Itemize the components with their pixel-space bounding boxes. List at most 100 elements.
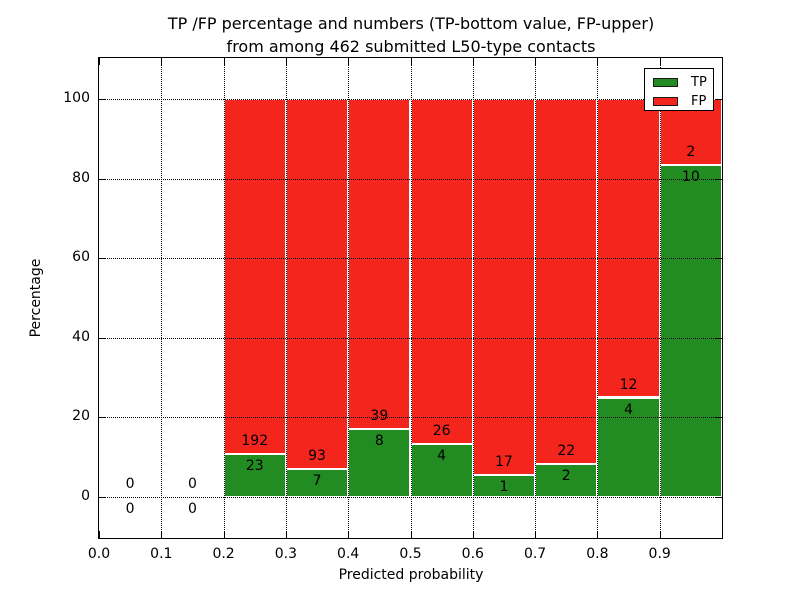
x-axis-tick bbox=[659, 531, 661, 538]
y-tick-label: 100 bbox=[63, 89, 90, 106]
x-tick-label: 0.5 bbox=[399, 546, 422, 562]
fp-count-label: 192 bbox=[241, 433, 269, 450]
x-axis-tick-top bbox=[99, 58, 100, 65]
x-gridline bbox=[285, 58, 287, 538]
bar-fp-segment bbox=[348, 98, 411, 430]
bar-tp-segment bbox=[410, 443, 473, 497]
fp-legend-swatch bbox=[653, 97, 678, 106]
plot-area: 0 0 0 0 192 23 93 7 39 8 26 4 17 1 22 2 12 4 2 10 bbox=[98, 57, 723, 539]
tp-count-label: 2 bbox=[561, 467, 571, 484]
x-axis-tick-top bbox=[223, 58, 225, 65]
tp-count-label: 4 bbox=[624, 401, 633, 418]
x-tick-label: 0.4 bbox=[337, 546, 360, 562]
y-axis-tick bbox=[99, 417, 106, 419]
y-axis-tick bbox=[99, 497, 106, 498]
y-axis-tick-right bbox=[715, 497, 722, 498]
x-axis-tick bbox=[161, 531, 163, 538]
x-axis-tick-top bbox=[348, 58, 350, 65]
x-axis-tick-top bbox=[597, 58, 599, 65]
bar-tp-segment bbox=[285, 469, 349, 497]
x-tick-label: 0.6 bbox=[461, 546, 484, 562]
x-gridline bbox=[410, 58, 412, 538]
y-axis-tick bbox=[99, 258, 106, 260]
tp-legend-label: TP bbox=[691, 75, 707, 90]
fp-count-label: 12 bbox=[619, 376, 638, 393]
x-axis-tick bbox=[348, 531, 350, 538]
y-axis-tick-right bbox=[715, 258, 722, 260]
fp-legend-label: FP bbox=[691, 94, 707, 109]
x-axis-tick-top bbox=[285, 58, 287, 65]
fp-count-label: 93 bbox=[308, 448, 326, 465]
x-axis-tick bbox=[99, 531, 100, 538]
tp-count-label: 1 bbox=[499, 478, 509, 495]
bar-fp-segment bbox=[535, 98, 598, 464]
fp-count-label: 22 bbox=[557, 442, 576, 459]
x-tick-label: 0.7 bbox=[523, 546, 547, 562]
x-tick-label: 0.1 bbox=[150, 546, 173, 562]
x-tick-label: 0.3 bbox=[274, 546, 298, 562]
fp-count-label: 2 bbox=[686, 144, 696, 161]
x-axis-tick-top bbox=[161, 58, 163, 65]
x-gridline bbox=[597, 58, 599, 538]
y-axis-tick bbox=[99, 337, 106, 339]
x-axis-tick bbox=[535, 531, 537, 538]
x-tick-label: 0.2 bbox=[212, 546, 235, 562]
x-axis-tick-top bbox=[535, 58, 537, 65]
y-axis-tick-right bbox=[715, 98, 722, 100]
x-axis-tick-top bbox=[410, 58, 412, 65]
bar-fp-segment bbox=[472, 98, 536, 475]
x-gridline bbox=[472, 58, 474, 538]
y-tick-label: 60 bbox=[72, 249, 90, 266]
bar-tp-segment bbox=[223, 454, 286, 497]
x-gridline bbox=[161, 58, 163, 538]
x-axis-tick bbox=[223, 531, 225, 538]
tp-count-label: 8 bbox=[374, 433, 384, 450]
legend-entry-fp: FP bbox=[653, 93, 713, 110]
fp-count-label: 0 bbox=[125, 476, 135, 492]
y-axis-tick-right bbox=[715, 178, 722, 180]
y-axis-tick bbox=[99, 178, 106, 180]
legend: TP FP bbox=[644, 68, 714, 111]
x-gridline bbox=[659, 58, 661, 538]
x-axis-tick bbox=[472, 531, 474, 538]
bar-fp-segment bbox=[223, 98, 286, 455]
fp-count-label: 0 bbox=[187, 476, 197, 492]
x-gridline bbox=[223, 58, 225, 538]
bar-tp-segment bbox=[659, 165, 722, 497]
x-axis-tick bbox=[597, 531, 599, 538]
bar-fp-segment bbox=[285, 98, 349, 470]
tp-count-label: 0 bbox=[125, 501, 135, 517]
fp-count-label: 39 bbox=[370, 408, 389, 425]
tp-count-label: 0 bbox=[187, 501, 197, 517]
x-axis-label: Predicted probability bbox=[338, 567, 484, 583]
tp-count-label: 10 bbox=[681, 169, 700, 186]
legend-entry-tp: TP bbox=[653, 74, 713, 91]
tp-count-label: 23 bbox=[245, 458, 264, 475]
tp-count-label: 7 bbox=[312, 473, 322, 490]
x-tick-label: 0.8 bbox=[586, 546, 609, 562]
bar-fp-segment bbox=[410, 98, 473, 444]
chart-title-line-1: TP /FP percentage and numbers (TP-bottom… bbox=[167, 14, 655, 33]
x-tick-label: 0.0 bbox=[87, 546, 111, 562]
tp-count-label: 4 bbox=[437, 447, 447, 464]
chart-title-line-2: from among 462 submitted L50-type contac… bbox=[226, 37, 596, 56]
y-axis-tick bbox=[99, 98, 106, 100]
fp-count-label: 17 bbox=[495, 453, 513, 470]
y-tick-label: 20 bbox=[72, 408, 90, 425]
fp-count-label: 26 bbox=[432, 422, 451, 439]
y-axis-tick-right bbox=[715, 337, 722, 339]
x-axis-tick-top bbox=[472, 58, 474, 65]
x-gridline bbox=[348, 58, 350, 538]
y-axis-tick-right bbox=[715, 417, 722, 419]
bar-fp-segment bbox=[597, 98, 660, 398]
y-tick-label: 40 bbox=[72, 328, 90, 345]
tp-legend-swatch bbox=[653, 78, 678, 87]
x-axis-tick-top bbox=[659, 58, 661, 65]
y-axis-label: Percentage bbox=[28, 258, 44, 338]
x-gridline bbox=[535, 58, 537, 538]
y-tick-label: 0 bbox=[81, 488, 90, 504]
x-axis-tick bbox=[410, 531, 412, 538]
y-tick-label: 80 bbox=[72, 169, 90, 186]
x-tick-label: 0.9 bbox=[648, 546, 671, 562]
